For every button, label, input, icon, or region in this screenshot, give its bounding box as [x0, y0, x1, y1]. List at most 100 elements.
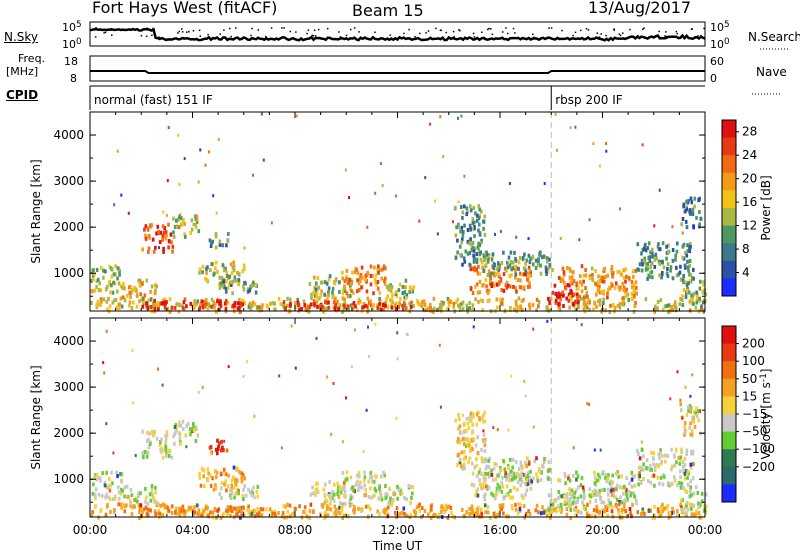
heatmap-cell	[641, 143, 644, 147]
heatmap-cell	[625, 287, 629, 292]
heatmap-cell	[230, 283, 233, 287]
heatmap-cell	[111, 267, 114, 272]
heatmap-cell	[624, 498, 628, 503]
heatmap-cell	[474, 211, 477, 216]
heatmap-cell	[508, 263, 512, 268]
heatmap-cell	[196, 503, 199, 508]
heatmap-cell	[693, 204, 696, 209]
heatmap-cell	[214, 302, 217, 307]
heatmap-cell	[108, 281, 111, 286]
heatmap-cell	[584, 286, 587, 290]
heatmap-cell	[216, 451, 219, 456]
heatmap-cell	[448, 504, 451, 509]
heatmap-cell	[645, 458, 649, 463]
heatmap-cell	[572, 507, 576, 512]
heatmap-cell	[691, 293, 695, 298]
heatmap-cell	[456, 439, 460, 444]
heatmap-cell	[229, 513, 232, 518]
heatmap-cell	[653, 464, 657, 468]
heatmap-cell	[597, 274, 600, 279]
heatmap-cell	[486, 510, 490, 515]
heatmap-cell	[475, 422, 479, 427]
heatmap-cell	[199, 148, 202, 152]
heatmap-cell	[519, 463, 523, 468]
heatmap-cell	[252, 280, 255, 285]
heatmap-cell	[699, 279, 702, 284]
nsky-point	[95, 27, 97, 29]
heatmap-cell	[303, 510, 307, 515]
heatmap-cell	[514, 502, 517, 507]
heatmap-cell	[362, 450, 365, 454]
nsky-point	[419, 32, 421, 35]
heatmap-cell	[564, 474, 567, 479]
heatmap-cell	[162, 502, 165, 507]
heatmap-cell	[509, 284, 512, 289]
heatmap-cell	[470, 244, 474, 249]
heatmap-cell	[205, 270, 208, 275]
heatmap-cell	[659, 298, 663, 303]
heatmap-cell	[658, 273, 661, 278]
heatmap-cell	[207, 514, 210, 519]
heatmap-cell	[231, 291, 234, 296]
heatmap-cell	[511, 495, 514, 500]
heatmap-cell	[227, 473, 230, 478]
heatmap-cell	[476, 213, 479, 218]
heatmap-cell	[193, 505, 196, 510]
heatmap-cell	[632, 309, 636, 314]
heatmap-cell	[513, 264, 517, 269]
heatmap-cell	[458, 429, 462, 434]
nsky-point	[315, 35, 317, 37]
heatmap-cell	[638, 262, 642, 267]
heatmap-cell	[161, 383, 164, 387]
heatmap-cell	[478, 232, 482, 237]
heatmap-cell	[485, 484, 488, 489]
heatmap-cell	[457, 225, 460, 230]
heatmap-cell	[194, 225, 198, 230]
heatmap-cell	[591, 272, 594, 277]
heatmap-cell	[630, 297, 634, 301]
heatmap-cell	[551, 268, 554, 273]
heatmap-cell	[346, 304, 350, 309]
heatmap-cell	[579, 296, 583, 301]
heatmap-cell	[557, 275, 561, 280]
heatmap-cell	[696, 414, 699, 419]
heatmap-cell	[271, 511, 275, 516]
heatmap-cell	[236, 301, 240, 306]
heatmap-cell	[490, 472, 494, 477]
heatmap-cell	[570, 494, 574, 499]
heatmap-cell	[599, 290, 602, 295]
heatmap-cell	[154, 283, 157, 288]
heatmap-cell	[476, 271, 480, 276]
heatmap-cell	[518, 473, 521, 478]
heatmap-cell	[318, 296, 321, 301]
heatmap-cell	[259, 507, 263, 512]
heatmap-cell	[386, 514, 390, 519]
heatmap-cell	[554, 507, 558, 511]
heatmap-cell	[606, 492, 610, 497]
heatmap-cell	[604, 473, 607, 478]
heatmap-cell	[363, 475, 367, 480]
heatmap-cell	[414, 512, 417, 517]
heatmap-cell	[367, 300, 371, 305]
heatmap-cell	[581, 485, 585, 490]
heatmap-cell	[610, 492, 614, 497]
heatmap-cell	[501, 475, 504, 480]
heatmap-cell	[139, 283, 142, 288]
nsky-point	[596, 36, 599, 39]
heatmap-cell	[234, 480, 237, 485]
heatmap-cell	[175, 506, 178, 511]
heatmap-cell	[237, 505, 240, 510]
heatmap-cell	[483, 471, 487, 476]
heatmap-cell	[236, 271, 239, 275]
heatmap-cell	[113, 508, 116, 512]
heatmap-cell	[209, 268, 212, 273]
heatmap-cell	[251, 300, 255, 305]
heatmap-cell	[602, 301, 605, 306]
heatmap-cell	[535, 456, 538, 461]
heatmap-cell	[99, 478, 102, 483]
heatmap-cell	[691, 476, 695, 481]
heatmap-cell	[344, 502, 347, 506]
heatmap-cell	[266, 305, 270, 310]
heatmap-cell	[585, 302, 588, 307]
